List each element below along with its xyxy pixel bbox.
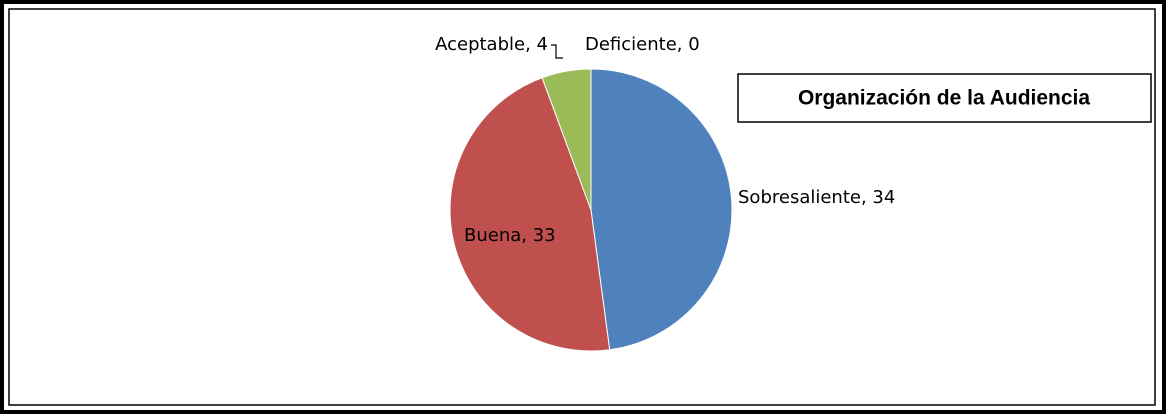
data-label: Buena, 33 bbox=[464, 225, 556, 246]
leader-line bbox=[551, 44, 563, 59]
pie-slice bbox=[449, 77, 611, 352]
data-label: Deficiente, 0 bbox=[585, 34, 700, 55]
title-box bbox=[737, 73, 1152, 123]
pie-slice bbox=[541, 68, 592, 211]
data-label: Aceptable, 4 bbox=[435, 34, 548, 55]
data-label: Sobresaliente, 34 bbox=[738, 187, 895, 208]
pie-slice bbox=[590, 68, 733, 351]
inner-frame bbox=[8, 8, 1156, 406]
chart-title: Organización de la Audiencia bbox=[798, 87, 1090, 110]
